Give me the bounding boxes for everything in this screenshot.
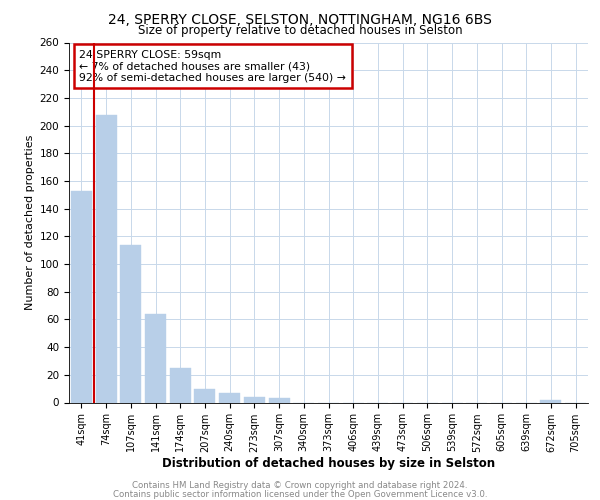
- Text: 24, SPERRY CLOSE, SELSTON, NOTTINGHAM, NG16 6BS: 24, SPERRY CLOSE, SELSTON, NOTTINGHAM, N…: [108, 12, 492, 26]
- Text: 24 SPERRY CLOSE: 59sqm
← 7% of detached houses are smaller (43)
92% of semi-deta: 24 SPERRY CLOSE: 59sqm ← 7% of detached …: [79, 50, 346, 83]
- Bar: [145, 314, 166, 402]
- Y-axis label: Number of detached properties: Number of detached properties: [25, 135, 35, 310]
- Bar: [244, 397, 265, 402]
- Bar: [95, 114, 116, 403]
- Bar: [120, 244, 141, 402]
- Bar: [541, 400, 562, 402]
- Bar: [194, 388, 215, 402]
- Bar: [219, 393, 240, 402]
- Text: Size of property relative to detached houses in Selston: Size of property relative to detached ho…: [137, 24, 463, 37]
- X-axis label: Distribution of detached houses by size in Selston: Distribution of detached houses by size …: [162, 458, 495, 470]
- Bar: [170, 368, 191, 402]
- Text: Contains public sector information licensed under the Open Government Licence v3: Contains public sector information licen…: [113, 490, 487, 499]
- Text: Contains HM Land Registry data © Crown copyright and database right 2024.: Contains HM Land Registry data © Crown c…: [132, 481, 468, 490]
- Bar: [71, 190, 92, 402]
- Bar: [269, 398, 290, 402]
